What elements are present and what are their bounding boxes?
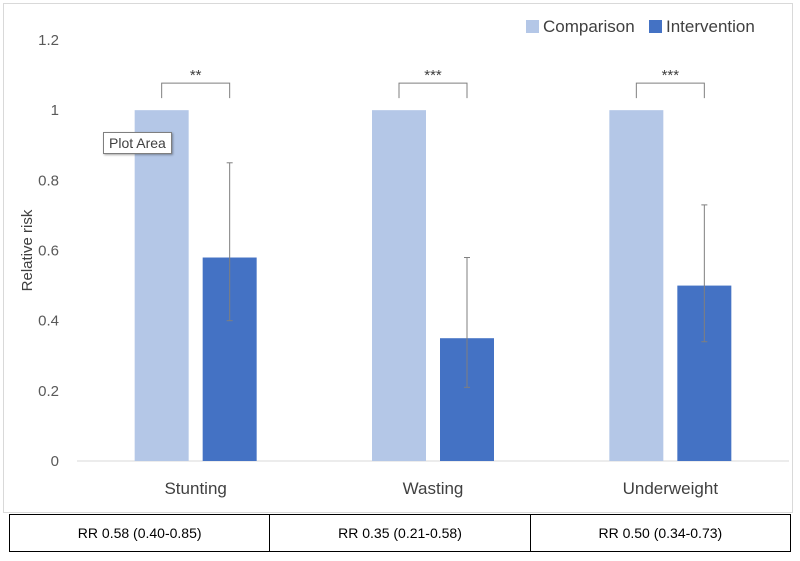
comparison-bar: [134, 110, 189, 462]
rr-cell-wasting: RR 0.35 (0.21-0.58): [269, 515, 529, 551]
y-tick-label: 0.4: [38, 313, 59, 330]
chart-frame: Relative risk 0 0.2 0.4 0.6 0.8 1 1.2 ** Stunting…: [3, 3, 793, 513]
legend-swatch: [649, 20, 662, 33]
significance-label: ***: [662, 67, 680, 84]
legend-swatch: [526, 20, 539, 33]
category-label: Underweight: [623, 479, 719, 498]
comparison-bar: [609, 110, 664, 462]
category-label: Stunting: [164, 479, 226, 498]
comparison-bar: [372, 110, 426, 462]
y-tick-label: 0: [51, 453, 59, 470]
rr-cell-stunting: RR 0.58 (0.40-0.85): [77, 525, 202, 541]
y-tick-label: 0.6: [38, 243, 59, 260]
chart-svg: Relative risk 0 0.2 0.4 0.6 0.8 1 1.2 ** Stunting…: [19, 17, 789, 498]
y-tick-label: 1.2: [38, 32, 59, 49]
plot-area-tooltip: Plot Area: [103, 132, 172, 154]
legend-label: Comparison: [543, 17, 635, 36]
significance-label: **: [190, 67, 202, 84]
significance-label: ***: [424, 67, 442, 84]
y-tick-label: 1: [51, 102, 59, 119]
category-label: Wasting: [403, 479, 464, 498]
y-axis-label: Relative risk: [19, 209, 36, 291]
rr-table: RR 0.58 (0.40-0.85) RR 0.35 (0.21-0.58) …: [9, 514, 791, 552]
legend-label: Intervention: [666, 17, 755, 36]
significance-bracket: [161, 82, 231, 99]
y-tick-label: 0.2: [38, 383, 59, 400]
significance-bracket: [635, 82, 705, 99]
y-tick-label: 0.8: [38, 172, 59, 189]
rr-cell-underweight: RR 0.50 (0.34-0.73): [529, 515, 790, 551]
significance-bracket: [398, 82, 468, 99]
